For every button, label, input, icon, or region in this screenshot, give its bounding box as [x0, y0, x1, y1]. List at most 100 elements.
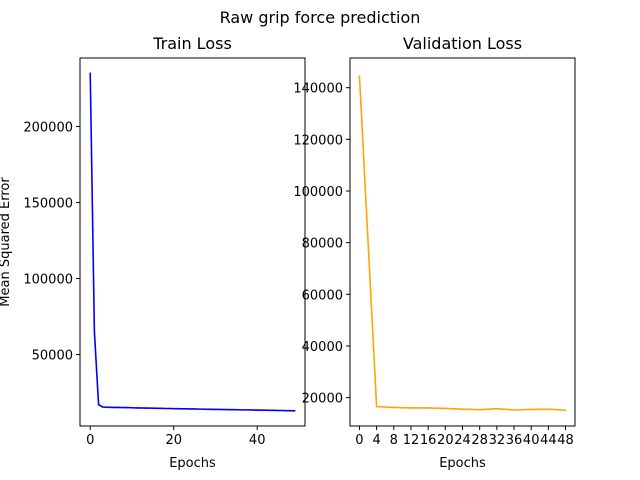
validation-loss-xtick-label: 4 [372, 433, 380, 448]
train-loss-data-point [268, 409, 271, 412]
validation-loss-data-point [427, 407, 429, 409]
train-loss-data-point [185, 408, 188, 410]
validation-loss-data-point [410, 407, 412, 409]
validation-loss-data-point [461, 408, 464, 411]
train-loss-ytick-label: 100000 [23, 272, 73, 287]
validation-loss-xtick-label: 28 [471, 433, 488, 448]
train-loss-xtick-label: 20 [165, 433, 182, 448]
validation-loss-xtick-label: 8 [390, 433, 398, 448]
train-loss-ylabel: Mean Squared Error [0, 177, 13, 307]
validation-loss-xtick-label: 32 [489, 433, 506, 448]
validation-loss-data-point [530, 408, 533, 411]
train-loss-data-point [131, 406, 133, 409]
train-loss-data-point [210, 408, 213, 411]
train-loss-data-point [202, 408, 204, 410]
train-loss-data-point [281, 409, 284, 412]
train-loss-xlabel: Epochs [169, 456, 216, 471]
train-loss-data-point [256, 409, 259, 411]
train-loss-data-point [235, 408, 238, 411]
validation-loss-plot-frame [349, 57, 576, 427]
train-loss-data-point [147, 407, 150, 409]
train-loss-data-point [168, 407, 171, 410]
train-loss-data-point [126, 406, 129, 409]
train-loss-data-point [223, 408, 225, 411]
validation-loss-ytick-label: 20000 [302, 392, 343, 407]
validation-loss-data-point [375, 405, 378, 408]
train-loss-data-point [160, 407, 162, 410]
train-loss-data-point [293, 409, 296, 412]
train-loss-data-point [106, 406, 108, 409]
train-loss-data-point [289, 409, 292, 412]
train-loss-data-point [172, 407, 175, 410]
train-loss-data-point [110, 406, 112, 409]
validation-loss-xlabel: Epochs [439, 456, 486, 471]
train-loss-data-point [89, 72, 92, 75]
train-loss-xtick-label: 0 [86, 433, 94, 448]
validation-loss-data-point [392, 406, 395, 409]
validation-loss-data-point [564, 409, 567, 412]
validation-loss-xtick-label: 12 [403, 433, 420, 448]
validation-loss-data-point [358, 75, 361, 77]
train-loss-ytick-label: 150000 [23, 196, 73, 211]
train-loss-data-point [193, 408, 196, 410]
train-loss-ytick-label: 200000 [23, 120, 73, 135]
train-loss-data-point [231, 408, 233, 411]
train-loss-data-point [277, 409, 279, 412]
train-loss-data-point [177, 407, 179, 410]
validation-loss-data-point [478, 408, 481, 411]
train-loss-data-point [273, 409, 275, 412]
validation-loss-xtick-label: 0 [355, 433, 363, 448]
train-loss-data-point [218, 408, 221, 411]
validation-loss-data-point [513, 409, 515, 411]
train-loss-panel: Train Loss 0 20 4050000100000150000200000 … [0, 34, 306, 471]
train-loss-data-point [152, 407, 154, 410]
validation-loss-ytick-label: 80000 [302, 237, 343, 252]
train-loss-data-point [93, 330, 96, 333]
train-loss-data-point [97, 403, 100, 406]
validation-loss-ytick-label: 120000 [293, 133, 343, 148]
train-loss-data-point [227, 408, 229, 411]
train-loss-data-point [197, 408, 200, 410]
train-loss-data-point [114, 406, 117, 409]
train-loss-data-point [189, 408, 192, 410]
validation-loss-title: Validation Loss [403, 34, 522, 53]
validation-loss-xtick-label: 44 [540, 433, 557, 448]
train-loss-data-point [285, 409, 288, 412]
validation-loss-data-point [547, 408, 550, 411]
train-loss-data-point [122, 406, 125, 409]
train-loss-data-point [252, 409, 254, 411]
train-loss-data-point [260, 409, 263, 411]
train-loss-data-point [248, 409, 250, 411]
train-loss-data-point [264, 409, 267, 411]
validation-loss-xtick-label: 16 [420, 433, 437, 448]
validation-loss-xtick-label: 24 [454, 433, 471, 448]
validation-loss-xtick-label: 36 [506, 433, 523, 448]
validation-loss-xtick-label: 48 [557, 433, 574, 448]
train-loss-xtick-label: 40 [249, 433, 266, 448]
train-loss-data-point [243, 409, 246, 411]
validation-loss-ytick-label: 100000 [293, 185, 343, 200]
train-loss-data-point [239, 409, 242, 411]
train-loss-data-point [101, 406, 104, 408]
train-loss-data-point [118, 406, 121, 409]
validation-loss-panel: Validation Loss 0 4 8 12 16 20 24 28 32 36 40 44 482… [293, 34, 576, 471]
validation-loss-xtick-label: 40 [523, 433, 540, 448]
train-loss-ytick-label: 50000 [32, 349, 73, 364]
train-loss-title: Train Loss [152, 34, 232, 53]
train-loss-data-point [139, 407, 142, 409]
figure-suptitle: Raw grip force prediction [220, 8, 421, 27]
train-loss-data-point [181, 408, 183, 410]
validation-loss-ytick-label: 140000 [293, 82, 343, 97]
train-loss-data-point [206, 408, 208, 411]
train-loss-data-point [143, 407, 146, 409]
train-loss-data-point [164, 407, 167, 410]
validation-loss-ytick-label: 40000 [302, 340, 343, 355]
train-loss-data-point [135, 407, 137, 409]
validation-loss-data-point [444, 407, 447, 410]
train-loss-data-point [156, 407, 158, 410]
train-loss-plot-frame [79, 57, 306, 427]
validation-loss-ytick-label: 60000 [302, 288, 343, 303]
validation-loss-xtick-label: 20 [437, 433, 454, 448]
